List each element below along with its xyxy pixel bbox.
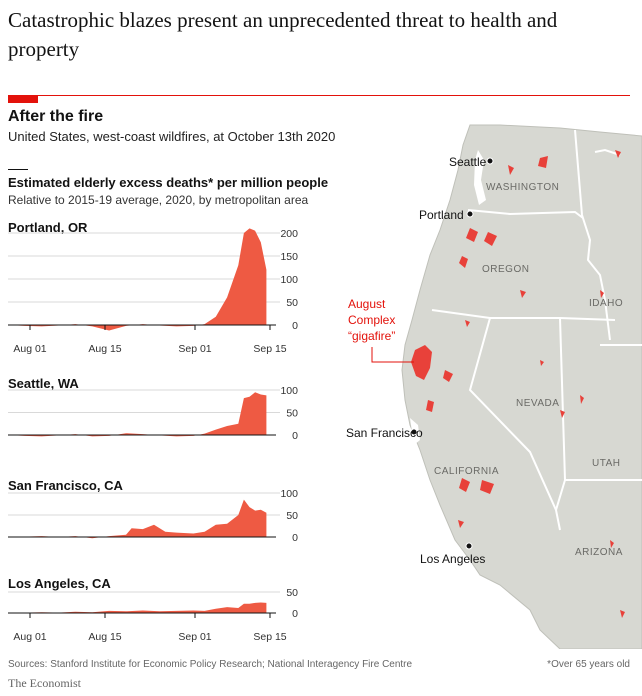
city-labels: Seattle Portland San Francisco Los Angel… bbox=[346, 155, 487, 566]
city-label: Seattle bbox=[449, 155, 487, 169]
headline: Catastrophic blazes present an unprecede… bbox=[8, 8, 558, 61]
area-series bbox=[8, 392, 267, 437]
city-label: Portland bbox=[419, 208, 464, 222]
city-dot bbox=[410, 428, 418, 436]
chart-panel: Portland, OR 0 50 100 150 200 Aug 01 Aug 15 Sep … bbox=[8, 220, 298, 355]
x-tick-label: Sep 01 bbox=[178, 343, 211, 355]
source-note: Sources: Stanford Institute for Economic… bbox=[8, 659, 413, 670]
callout-line-1: August bbox=[348, 297, 386, 311]
x-tick-label: Aug 01 bbox=[13, 343, 46, 355]
brand-mark: The Economist bbox=[8, 676, 81, 690]
y-tick-label: 100 bbox=[280, 274, 298, 286]
y-tick-label: 100 bbox=[280, 488, 298, 500]
state-label: WASHINGTON bbox=[486, 182, 559, 193]
y-tick-label: 50 bbox=[286, 510, 298, 522]
city-dot bbox=[486, 157, 494, 165]
chart-title: Estimated elderly excess deaths* per mil… bbox=[8, 175, 329, 190]
chart-panel: Seattle, WA 0 50 100 bbox=[8, 376, 298, 442]
callout-label: August Complex “gigafire” bbox=[348, 297, 395, 343]
state-labels: WASHINGTON OREGON IDAHO NEVADA CALIFORNI… bbox=[434, 182, 623, 558]
figure-title: After the fire bbox=[8, 108, 104, 125]
area-series bbox=[8, 499, 267, 539]
state-label: UTAH bbox=[592, 458, 620, 469]
chart-panel: Los Angeles, CA 0 50 Aug 01 Aug 15 Sep 01 Sep … bbox=[8, 576, 298, 643]
figure-subtitle: United States, west-coast wildfires, at … bbox=[8, 129, 336, 144]
city-dot bbox=[465, 542, 473, 550]
y-tick-label: 0 bbox=[292, 320, 298, 332]
footnote: *Over 65 years old bbox=[547, 659, 630, 670]
state-borders bbox=[431, 129, 642, 531]
y-tick-label: 0 bbox=[292, 608, 298, 620]
state-label: ARIZONA bbox=[575, 547, 623, 558]
x-tick-label: Aug 01 bbox=[13, 631, 46, 643]
y-tick-label: 0 bbox=[292, 430, 298, 442]
x-tick-label: Aug 15 bbox=[88, 631, 121, 643]
city-markers bbox=[410, 157, 494, 550]
x-tick-label: Sep 15 bbox=[253, 631, 286, 643]
panel-title: Seattle, WA bbox=[8, 376, 79, 391]
area-series bbox=[8, 602, 267, 613]
state-label: CALIFORNIA bbox=[434, 466, 499, 477]
state-label: OREGON bbox=[482, 264, 529, 275]
y-tick-label: 200 bbox=[280, 228, 298, 240]
city-label: San Francisco bbox=[346, 426, 423, 440]
y-tick-label: 50 bbox=[286, 408, 298, 420]
red-rule bbox=[8, 95, 630, 96]
y-tick-label: 150 bbox=[280, 251, 298, 263]
chart-panel: San Francisco, CA 0 50 100 bbox=[8, 478, 298, 544]
puget-sound bbox=[474, 150, 486, 205]
chart-subtitle: Relative to 2015-19 average, 2020, by me… bbox=[8, 193, 309, 207]
city-dot bbox=[466, 210, 474, 218]
area-series bbox=[8, 228, 267, 331]
y-tick-label: 50 bbox=[286, 297, 298, 309]
x-tick-label: Sep 15 bbox=[253, 343, 286, 355]
state-label: IDAHO bbox=[589, 298, 623, 309]
y-tick-label: 100 bbox=[280, 385, 298, 397]
y-tick-label: 50 bbox=[286, 587, 298, 599]
panel-title: San Francisco, CA bbox=[8, 478, 123, 493]
panel-title: Portland, OR bbox=[8, 220, 88, 235]
x-tick-label: Aug 15 bbox=[88, 343, 121, 355]
x-tick-label: Sep 01 bbox=[178, 631, 211, 643]
state-label: NEVADA bbox=[516, 398, 559, 409]
callout-line bbox=[371, 347, 414, 363]
fire-patches bbox=[411, 150, 625, 618]
panel-title: Los Angeles, CA bbox=[8, 576, 111, 591]
y-tick-label: 0 bbox=[292, 532, 298, 544]
chart-rule bbox=[8, 169, 28, 170]
callout-line-2: Complex bbox=[348, 313, 395, 327]
callout-line-3: “gigafire” bbox=[348, 329, 395, 343]
economist-red-tag bbox=[8, 95, 38, 103]
city-label: Los Angeles bbox=[420, 552, 485, 566]
